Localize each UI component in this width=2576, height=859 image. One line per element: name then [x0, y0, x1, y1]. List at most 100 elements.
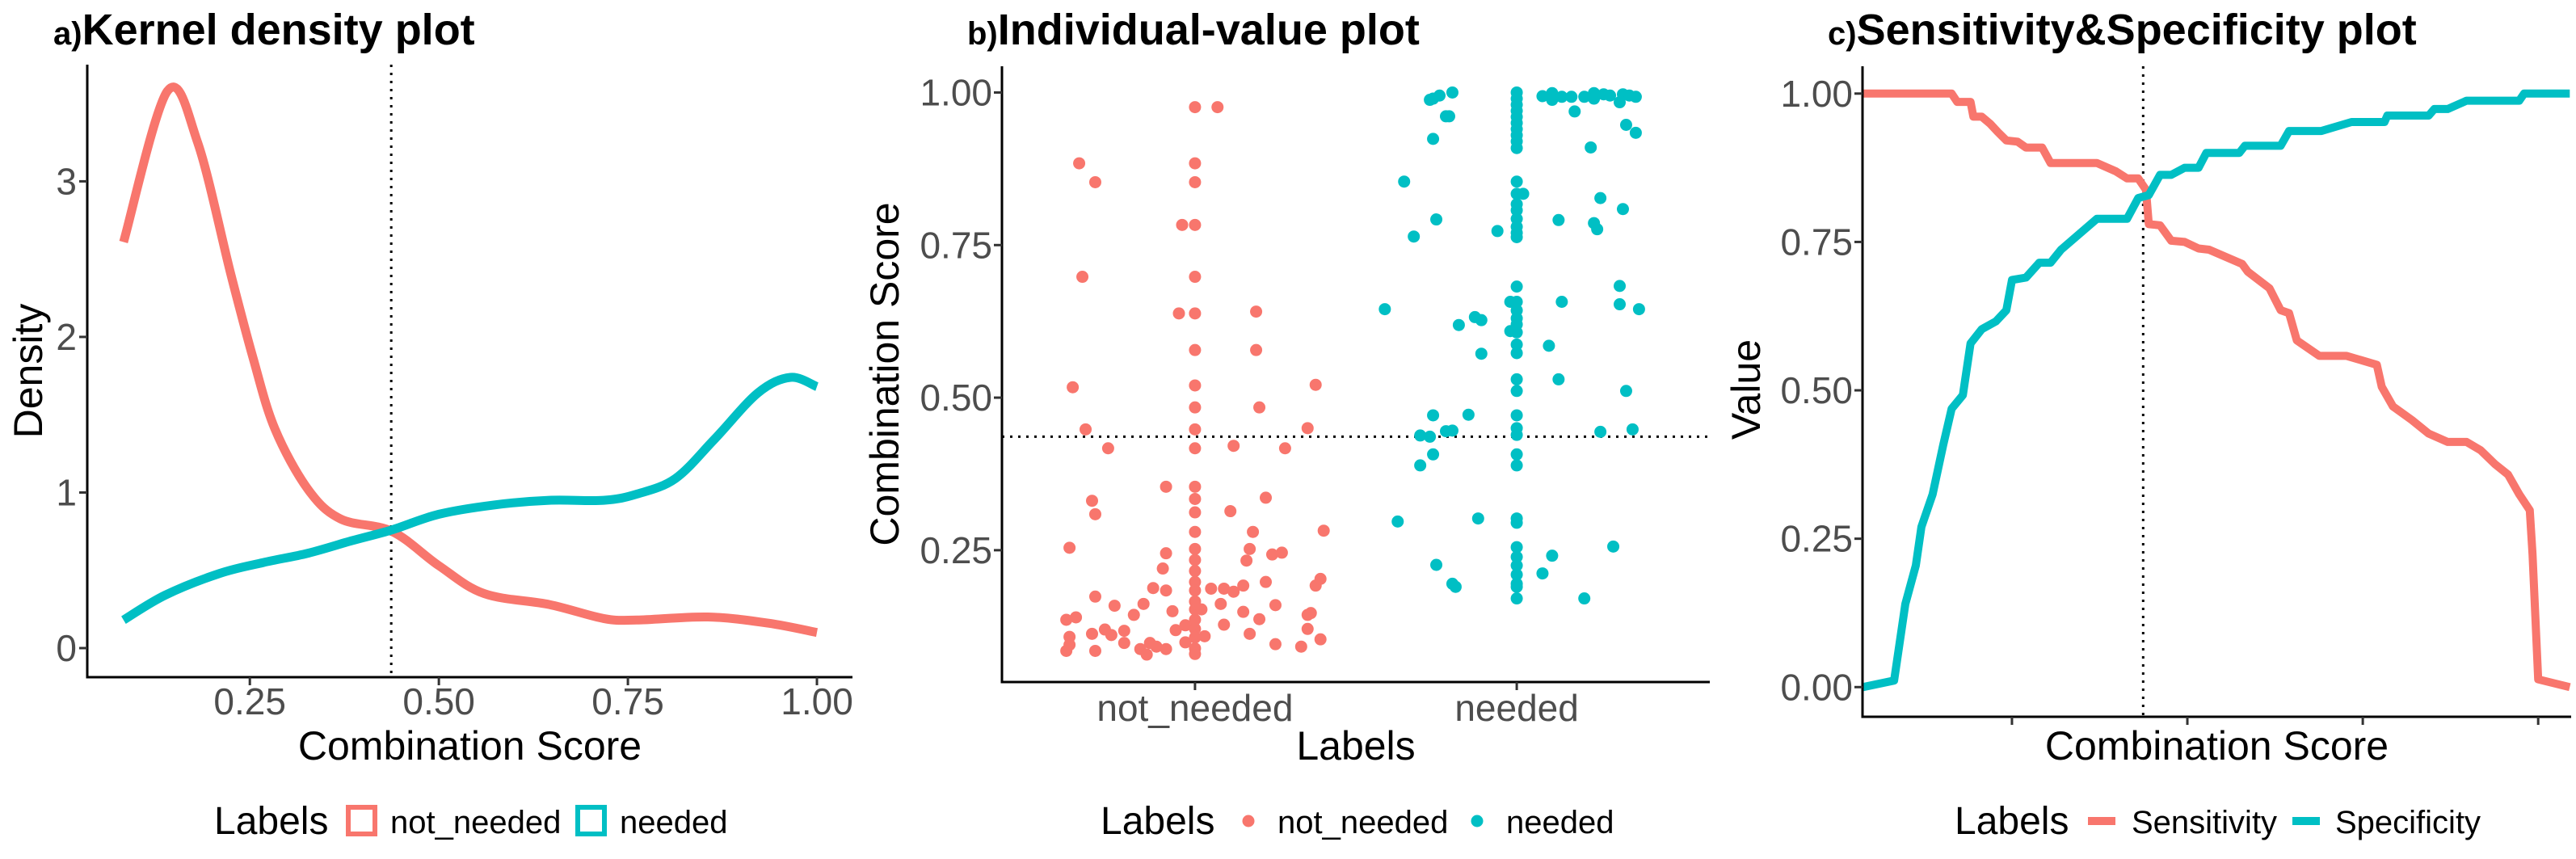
data-point [1510, 409, 1523, 422]
data-point [1510, 580, 1523, 593]
data-point [1510, 230, 1523, 243]
legend-label: Specificity [2335, 805, 2481, 840]
data-point [1189, 565, 1202, 578]
data-point [1218, 618, 1231, 631]
data-point [1240, 554, 1253, 567]
x-tick-label: needed [1454, 687, 1579, 729]
data-point [1150, 640, 1163, 653]
legend-label: not_needed [1277, 805, 1448, 840]
data-point [1211, 101, 1224, 114]
data-point [1269, 638, 1282, 651]
data-point [1060, 613, 1073, 626]
data-point [1189, 631, 1202, 644]
data-point [1160, 547, 1172, 560]
data-point [1189, 101, 1202, 114]
data-point [1614, 298, 1627, 311]
data-point [1189, 584, 1202, 597]
x-tick-label: not_needed [1096, 687, 1293, 729]
data-point [1607, 540, 1620, 553]
data-point [1626, 423, 1639, 436]
legend-title: Labels [1101, 800, 1214, 843]
panel-c: c)Sensitivity&Specificity plot 0.00 0.25 0.… [1724, 6, 2571, 843]
data-point [1430, 213, 1443, 226]
data-point [1118, 637, 1130, 650]
data-point [1614, 280, 1627, 293]
data-point [1088, 644, 1101, 657]
data-point [1227, 440, 1240, 453]
data-point [1408, 230, 1421, 243]
title-prefix: c) [1828, 16, 1857, 52]
data-point [1253, 401, 1266, 414]
data-point [1278, 442, 1291, 455]
series-line-not_needed [119, 82, 819, 638]
x-tick-label: 0.75 [591, 680, 664, 722]
data-point [1510, 516, 1523, 529]
data-point [1063, 541, 1076, 554]
data-point [1301, 622, 1314, 635]
legend-title: Labels [1955, 800, 2069, 843]
series-not_needed [1060, 101, 1330, 661]
data-point [1414, 459, 1427, 472]
data-point [1189, 307, 1202, 320]
data-point [1591, 223, 1604, 236]
data-point [1260, 491, 1273, 504]
data-point [1427, 92, 1440, 105]
data-point [1462, 408, 1475, 421]
data-point [1510, 448, 1523, 461]
data-point [1189, 506, 1202, 519]
data-point [1214, 597, 1227, 610]
data-point [1510, 338, 1523, 351]
data-point [1510, 550, 1523, 563]
data-point [1127, 608, 1140, 621]
data-point [1475, 347, 1488, 360]
data-point [1585, 141, 1597, 154]
legend-key-needed [575, 805, 607, 836]
data-point [1137, 597, 1150, 610]
data-point [1253, 613, 1266, 625]
data-point [1424, 430, 1437, 443]
chart-title: c)Sensitivity&Specificity plot [1828, 6, 2417, 54]
title-text: Sensitivity&Specificity plot [1857, 6, 2417, 54]
data-point [1244, 542, 1256, 555]
y-tick-label: 1 [56, 471, 77, 513]
data-point [1578, 91, 1591, 103]
y-axis-title: Combination Score [862, 202, 907, 545]
data-point [1398, 175, 1411, 188]
data-point [1260, 575, 1273, 588]
data-point [1510, 541, 1523, 554]
data-point [1314, 633, 1327, 646]
data-point [1198, 630, 1211, 642]
y-tick-label: 0.50 [920, 377, 992, 419]
data-point [1536, 90, 1549, 103]
data-point [1427, 133, 1440, 145]
data-point [1244, 627, 1256, 640]
data-point [1304, 607, 1317, 620]
data-point [1616, 203, 1629, 216]
data-point [1189, 442, 1202, 455]
data-point [1594, 425, 1607, 438]
panel-a: a)Kernel density plot 0 1 2 3 0.25 0.50 0.75 1.0… [6, 6, 853, 843]
data-point [1378, 303, 1391, 316]
y-axis-title: Value [1724, 339, 1769, 440]
data-point [1195, 603, 1208, 616]
data-point [1147, 582, 1160, 595]
data-point [1189, 492, 1202, 505]
data-point [1604, 89, 1617, 102]
data-point [1629, 126, 1642, 139]
title-text: Individual-value plot [998, 6, 1420, 54]
data-point [1552, 213, 1565, 226]
x-tick-label: 1.00 [781, 680, 853, 722]
data-point [1442, 110, 1455, 123]
data-point [1510, 141, 1523, 154]
data-point [1189, 575, 1202, 588]
data-point [1080, 423, 1092, 436]
data-point [1510, 428, 1523, 441]
data-point [1250, 305, 1263, 318]
data-point [1189, 379, 1202, 392]
y-tick-label: 1.00 [1780, 73, 1853, 115]
data-point [1088, 507, 1101, 520]
title-prefix: b) [967, 16, 998, 52]
data-point [1179, 619, 1192, 632]
x-axis-title: Combination Score [2045, 723, 2389, 768]
